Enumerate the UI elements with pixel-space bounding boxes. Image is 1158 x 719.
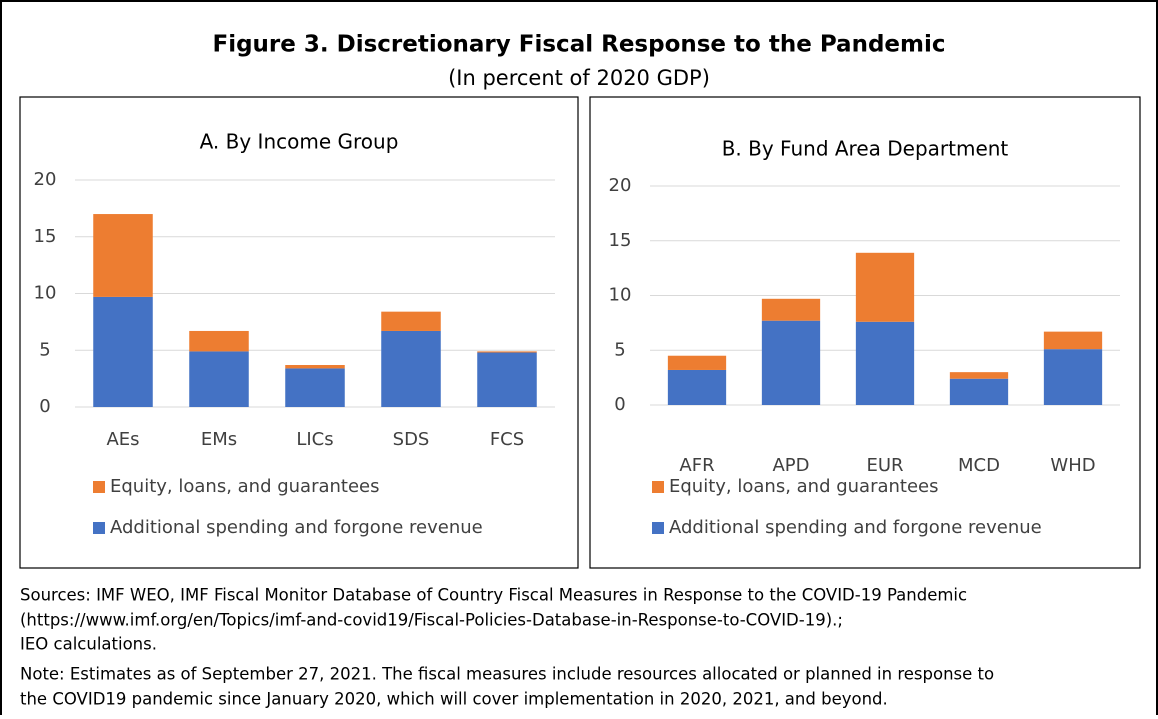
y-tick-label: 20 (34, 169, 57, 190)
bar-segment (381, 330, 441, 407)
panel-frame (589, 96, 1141, 569)
x-tick-label: LICs (296, 429, 333, 450)
bar-segment (855, 252, 915, 322)
legend-swatch (93, 481, 105, 493)
x-tick-label: EUR (866, 455, 903, 476)
y-tick-label: 15 (34, 226, 57, 247)
bar-segment (477, 351, 537, 353)
bar-segment (949, 372, 1009, 379)
bar-segment (285, 365, 345, 369)
legend-swatch (93, 522, 105, 534)
x-tick-label: WHD (1050, 455, 1095, 476)
x-tick-label: SDS (393, 429, 430, 450)
bar-segment (285, 368, 345, 407)
note-line: Note: Estimates as of September 27, 2021… (20, 665, 994, 684)
bar-segment (1043, 331, 1103, 350)
y-tick-label: 20 (609, 175, 632, 196)
bar-segment (667, 369, 727, 405)
bar-segment (855, 321, 915, 405)
bar-segment (381, 311, 441, 331)
figure-subtitle: (In percent of 2020 GDP) (448, 66, 710, 90)
y-tick-label: 0 (39, 396, 50, 417)
figure-title: Figure 3. Discretionary Fiscal Response … (212, 32, 945, 58)
y-tick-label: 15 (609, 230, 632, 251)
y-tick-label: 5 (614, 339, 625, 360)
x-tick-label: EMs (201, 429, 237, 450)
legend-label: Additional spending and forgone revenue (669, 517, 1042, 538)
chart-title: A. By Income Group (200, 130, 399, 154)
x-tick-label: AFR (679, 455, 714, 476)
bar-segment (761, 298, 821, 321)
y-tick-label: 10 (609, 285, 632, 306)
legend-label: Equity, loans, and guarantees (110, 476, 380, 497)
bar-segment (93, 296, 153, 407)
bar-segment (1043, 349, 1103, 405)
sources-line: Sources: IMF WEO, IMF Fiscal Monitor Dat… (20, 586, 967, 605)
panel-frame (19, 96, 579, 569)
x-tick-label: FCS (490, 429, 524, 450)
legend-swatch (652, 481, 664, 493)
x-tick-label: MCD (958, 455, 1000, 476)
legend-label: Equity, loans, and guarantees (669, 476, 939, 497)
note-line: the COVID19 pandemic since January 2020,… (20, 690, 888, 709)
x-tick-label: APD (772, 455, 809, 476)
y-tick-label: 0 (614, 394, 625, 415)
sources-line: IEO calculations. (20, 635, 157, 654)
legend-label: Additional spending and forgone revenue (110, 517, 483, 538)
bar-segment (189, 351, 249, 407)
y-tick-label: 5 (39, 339, 50, 360)
bar-segment (949, 378, 1009, 405)
bar-segment (93, 214, 153, 297)
legend-swatch (652, 522, 664, 534)
bar-segment (761, 320, 821, 405)
bar-segment (477, 352, 537, 407)
sources-line: (https://www.imf.org/en/Topics/imf-and-c… (20, 611, 843, 630)
bar-segment (667, 355, 727, 370)
x-tick-label: AEs (106, 429, 139, 450)
y-tick-label: 10 (34, 283, 57, 304)
bar-segment (189, 330, 249, 352)
chart-title: B. By Fund Area Department (722, 137, 1009, 161)
